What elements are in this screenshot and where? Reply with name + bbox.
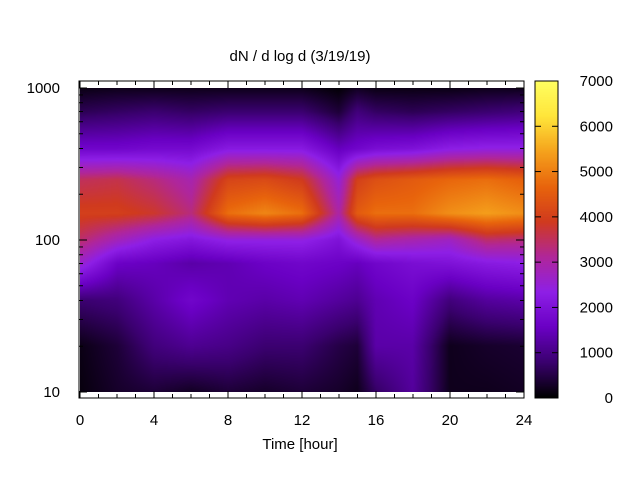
x-tick-label: 4 <box>150 412 158 429</box>
colorbar-tick-label: 0 <box>605 390 613 407</box>
x-tick-label: 16 <box>368 412 385 429</box>
x-tick-label: 0 <box>76 412 84 429</box>
colorbar-tick-label: 6000 <box>580 118 613 135</box>
colorbar-tick-label: 5000 <box>580 164 613 181</box>
colorbar-gradient <box>535 81 558 398</box>
x-tick-label: 12 <box>294 412 311 429</box>
colorbar-ticks: 0 1000 2000 3000 4000 5000 6000 7000 <box>535 73 613 407</box>
chart-title: dN / d log d (3/19/19) <box>230 48 371 65</box>
y-tick-label: 100 <box>35 232 60 249</box>
colorbar-tick-label: 2000 <box>580 299 613 316</box>
colorbar-frame <box>534 80 559 399</box>
colorbar-tick-label: 1000 <box>580 345 613 362</box>
heatmap-image <box>80 88 524 392</box>
y-tick-label: 10 <box>43 384 60 401</box>
x-axis-label: Time [hour] <box>262 436 337 453</box>
heatmap-plot-area <box>78 80 525 399</box>
x-tick-label: 24 <box>516 412 533 429</box>
y-tick-label: 1000 <box>27 80 60 97</box>
x-axis: 0 4 8 12 16 20 24 <box>76 81 533 429</box>
colorbar-tick-label: 7000 <box>580 73 613 90</box>
colorbar-tick-label: 4000 <box>580 209 613 226</box>
y-axis: 10 100 1000 <box>27 80 524 401</box>
colorbar: 0 1000 2000 3000 4000 5000 6000 7000 <box>534 73 613 407</box>
x-tick-label: 20 <box>442 412 459 429</box>
x-tick-label: 8 <box>224 412 232 429</box>
colorbar-tick-label: 3000 <box>580 254 613 271</box>
